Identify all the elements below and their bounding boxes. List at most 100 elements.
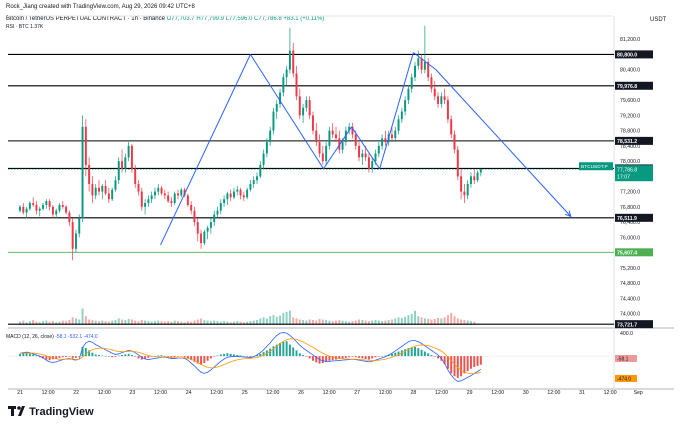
candle [114, 176, 117, 192]
candle [311, 111, 314, 135]
candle [153, 187, 156, 200]
macd-histogram-bar [35, 355, 38, 357]
x-tick-label: 25 [242, 390, 248, 396]
candle [437, 92, 440, 108]
macd-histogram-bar [311, 356, 314, 361]
candle [219, 199, 222, 215]
macd-readout-text: -58.1 [617, 357, 629, 363]
volume-bar [147, 321, 150, 325]
macd-histogram-bar [367, 356, 370, 360]
macd-histogram-bar [269, 348, 272, 357]
volume-bar [292, 317, 295, 325]
x-tick-label: 22 [73, 390, 79, 396]
candle [259, 161, 262, 179]
candle-body [341, 142, 344, 150]
candle [137, 180, 140, 196]
candle [206, 225, 209, 240]
candle-body [262, 153, 265, 165]
x-tick-label: 31 [579, 390, 585, 396]
candle [305, 96, 308, 112]
level-price-tag-bg [615, 81, 653, 90]
volume-bar [305, 320, 308, 325]
macd-histogram-bar [430, 354, 433, 357]
volume-bar [358, 319, 361, 325]
candle-body [65, 206, 68, 213]
macd-histogram-bar [305, 356, 308, 357]
level-price-tag: 78,531.2 [615, 136, 653, 145]
y-tick-label: 75,200.0 [620, 266, 640, 272]
macd-histogram-bar [203, 356, 206, 364]
volume-bar [384, 320, 387, 325]
candle-body [265, 142, 268, 154]
candle-body [71, 222, 74, 249]
macd-histogram-bar [256, 354, 258, 357]
macd-histogram-bar [397, 351, 400, 357]
candle [318, 134, 321, 158]
volume-bar [453, 316, 456, 325]
candle [68, 210, 71, 226]
candle-body [170, 201, 173, 204]
volume-bar [160, 321, 163, 325]
candle [308, 96, 311, 120]
candle [430, 73, 433, 93]
candle-body [173, 193, 176, 204]
candle [25, 206, 28, 219]
macd-histogram-bar [476, 356, 479, 366]
volume-bar [61, 320, 64, 325]
candle-body [437, 96, 440, 104]
macd-histogram-bar [443, 356, 446, 365]
x-tick-label: 12:00 [491, 390, 504, 396]
macd-histogram-bar [239, 355, 242, 357]
macd-histogram-bar [282, 341, 285, 357]
macd-histogram-bar [91, 352, 94, 357]
trend-line-segment [351, 126, 381, 170]
volume-bar [58, 321, 61, 325]
volume-bar [157, 320, 160, 325]
volume-bar [65, 321, 68, 325]
macd-histogram-bar [374, 356, 377, 358]
candle-body [35, 204, 38, 211]
candle-body [364, 153, 367, 158]
macd-histogram-bar [32, 354, 35, 357]
candle [91, 176, 94, 204]
candle-body [190, 204, 193, 211]
candle [232, 187, 235, 200]
candle [433, 81, 436, 101]
candle-body [160, 187, 163, 194]
indicator-legend: RSI · BTC 1.37K [6, 24, 44, 30]
volume-bar [51, 321, 54, 325]
candle-body [252, 180, 255, 184]
candle-body [417, 58, 420, 66]
candle [186, 193, 189, 207]
candle [121, 149, 124, 173]
candle-body [134, 168, 137, 184]
candle [55, 208, 58, 219]
volume-bar [190, 321, 193, 325]
macd-histogram-bar [377, 356, 380, 357]
trend-line-segment [160, 54, 251, 246]
volume-bar [364, 320, 367, 325]
candle [397, 115, 400, 135]
volume-bar [94, 320, 97, 325]
candle [417, 50, 420, 70]
macd-histogram-bar [384, 355, 387, 357]
candle-body [473, 176, 476, 181]
candle-body [183, 189, 186, 196]
candle-body [167, 195, 170, 202]
candle-body [259, 164, 262, 177]
macd-histogram-bar [450, 356, 453, 374]
candle [335, 126, 337, 143]
candle [269, 126, 272, 146]
volume-bar [88, 319, 91, 325]
volume-bar [239, 321, 242, 325]
candle-body [150, 195, 153, 200]
level-price-tag-bg [615, 50, 653, 59]
volume-bar [325, 320, 328, 325]
tradingview-logo[interactable]: TradingView [8, 405, 94, 418]
candle [88, 157, 91, 192]
candle-body [209, 222, 212, 228]
volume-bar [269, 316, 272, 325]
volume-bar [256, 320, 258, 325]
candle [344, 126, 347, 146]
